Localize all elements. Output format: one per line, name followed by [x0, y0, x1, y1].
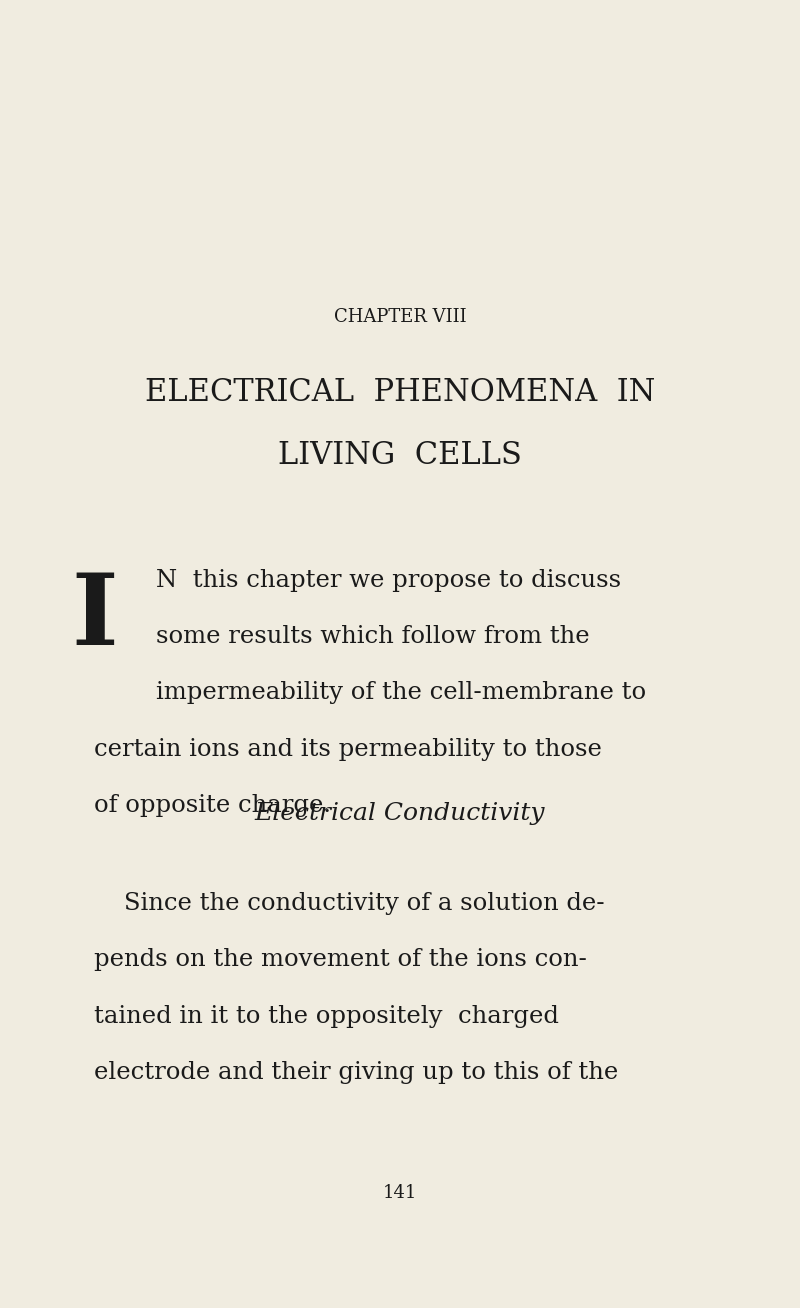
Text: tained in it to the oppositely  charged: tained in it to the oppositely charged [94, 1005, 559, 1028]
Text: CHAPTER VIII: CHAPTER VIII [334, 307, 466, 326]
Text: Electrical Conductivity: Electrical Conductivity [254, 802, 546, 825]
Text: some results which follow from the: some results which follow from the [156, 625, 590, 649]
Text: impermeability of the cell-membrane to: impermeability of the cell-membrane to [156, 681, 646, 705]
Text: Since the conductivity of a solution de-: Since the conductivity of a solution de- [124, 892, 605, 916]
Text: 141: 141 [383, 1184, 417, 1202]
Text: of opposite charge.: of opposite charge. [94, 794, 331, 818]
Text: certain ions and its permeability to those: certain ions and its permeability to tho… [94, 738, 602, 761]
Text: pends on the movement of the ions con-: pends on the movement of the ions con- [94, 948, 587, 972]
Text: electrode and their giving up to this of the: electrode and their giving up to this of… [94, 1061, 618, 1084]
Text: N  this chapter we propose to discuss: N this chapter we propose to discuss [156, 569, 621, 593]
Text: I: I [71, 569, 118, 666]
Text: ELECTRICAL  PHENOMENA  IN: ELECTRICAL PHENOMENA IN [145, 377, 655, 408]
Text: LIVING  CELLS: LIVING CELLS [278, 439, 522, 471]
